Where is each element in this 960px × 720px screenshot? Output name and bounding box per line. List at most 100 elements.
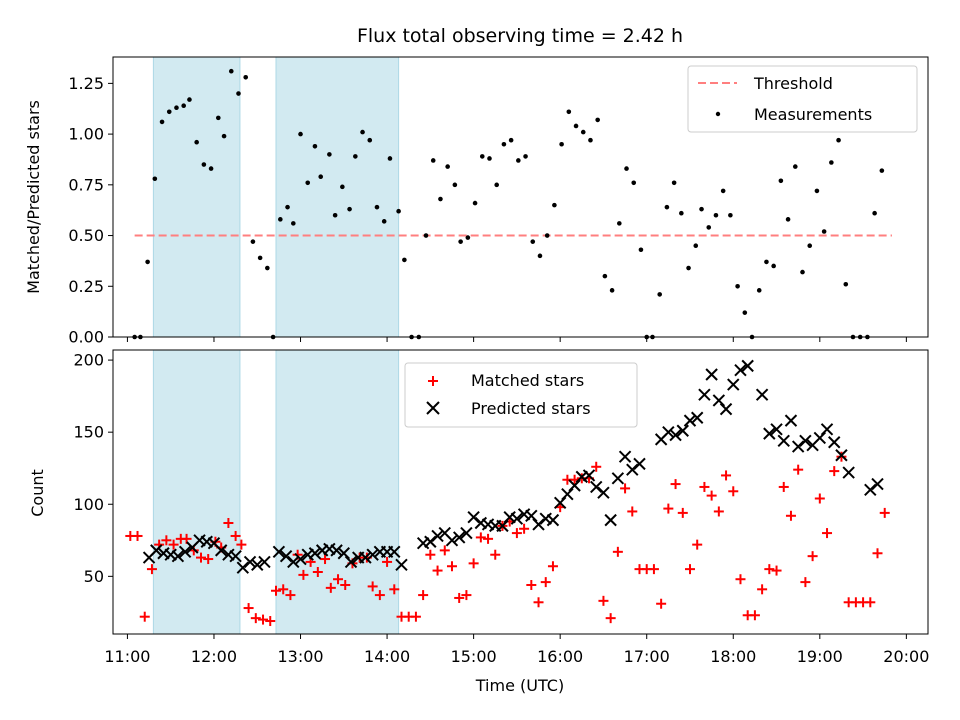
matched-point (764, 564, 775, 575)
measurement-point (340, 184, 345, 190)
x-tick-label: 11:00 (104, 647, 150, 666)
matched-point (519, 523, 530, 534)
x-tick-label: 14:00 (364, 647, 410, 666)
shaded-span-2 (275, 349, 400, 635)
legend-threshold-label: Threshold (753, 74, 833, 93)
matched-point (814, 493, 825, 504)
matched-point (146, 564, 157, 575)
measurement-point (458, 239, 463, 244)
measurement-point (523, 154, 528, 159)
predicted-point (337, 547, 351, 560)
legend-predicted-swatch (426, 401, 440, 415)
measurement-point (159, 119, 165, 125)
measurement-point (423, 233, 429, 238)
matched-point (591, 461, 602, 472)
top-panel: 0.00 0.25 0.50 0.75 1.00 1.25 Matched/Predict… (24, 56, 929, 347)
predicted-point (344, 555, 358, 569)
measurement-point (664, 204, 670, 210)
measurement-point (588, 137, 593, 143)
measurement-point (221, 133, 227, 139)
predicted-point (835, 449, 848, 462)
measurement-point (194, 139, 199, 145)
measurement-point (216, 115, 221, 121)
measurement-point (800, 269, 805, 275)
matched-point (320, 554, 331, 565)
measurement-point (508, 137, 514, 143)
measurement-point (452, 182, 458, 188)
measurement-point (445, 164, 450, 169)
bottom-x-ticks: 11:00 12:00 13:00 14:00 15:00 16:00 17:00 18:00… (104, 634, 929, 666)
bottom-y-tick-label: 100 (73, 495, 104, 514)
measurement-point (706, 225, 712, 230)
matched-point (526, 579, 537, 590)
measurement-point (821, 229, 827, 234)
predicted-point (698, 388, 711, 401)
measurement-point (829, 160, 834, 165)
measurement-point (402, 257, 407, 263)
predicted-point (431, 529, 444, 543)
measurement-point (699, 206, 704, 212)
measurement-point (367, 137, 373, 143)
predicted-point (791, 440, 805, 453)
predicted-point (842, 466, 855, 479)
predicted-point (582, 469, 596, 482)
matched-point (836, 451, 847, 462)
measurement-point (278, 217, 283, 222)
measurement-point (693, 243, 699, 248)
matched-point (511, 528, 522, 539)
matched-point (181, 533, 192, 544)
predicted-point (445, 534, 459, 547)
matched-point (374, 590, 385, 601)
predicted-point (496, 519, 509, 533)
predicted-point (236, 561, 250, 574)
matched-point (735, 574, 746, 585)
measurement-point (243, 74, 249, 80)
predicted-point (330, 544, 343, 557)
legend-matched-label: Matched stars (471, 371, 584, 390)
predicted-point (597, 486, 610, 499)
measurement-point (595, 117, 600, 123)
matched-point (168, 539, 179, 550)
x-tick-label: 18:00 (710, 647, 756, 666)
measurement-point (494, 182, 499, 188)
measurement-point (573, 123, 579, 129)
predicted-point (770, 423, 783, 436)
matched-point (648, 564, 659, 575)
predicted-point (532, 518, 545, 531)
predicted-point (734, 363, 747, 377)
legend-measurements-swatch (715, 111, 721, 117)
matched-point (771, 565, 782, 576)
matched-point (425, 549, 436, 560)
matched-point (265, 616, 276, 627)
matched-point (382, 556, 393, 567)
measurement-point (814, 188, 820, 194)
measurement-point (501, 141, 507, 147)
measurement-point (374, 204, 380, 210)
shaded-span-2 (275, 56, 400, 338)
measurement-point (396, 208, 401, 214)
matched-point (612, 546, 623, 557)
predicted-point (705, 368, 718, 381)
predicted-point (366, 548, 379, 561)
measurement-point (872, 210, 877, 216)
predicted-point (626, 463, 639, 476)
measurement-point (347, 206, 352, 212)
matched-point (620, 483, 631, 494)
measurement-point (298, 131, 303, 137)
top-y-tick-label: 0.25 (68, 277, 104, 296)
predicted-point (820, 423, 834, 436)
predicted-point (864, 483, 877, 497)
predicted-point (568, 479, 581, 492)
matched-point (533, 597, 544, 608)
matched-point (822, 528, 833, 539)
measurement-point (792, 164, 798, 169)
measurement-point (250, 239, 256, 244)
measurement-point (602, 273, 608, 279)
top-y-tick-label: 0.75 (68, 175, 104, 194)
measurement-point (438, 196, 443, 202)
legend-predicted-label: Predicted stars (471, 399, 591, 418)
measurement-point (559, 141, 564, 147)
matched-point (418, 590, 429, 601)
measurement-point (353, 154, 358, 159)
